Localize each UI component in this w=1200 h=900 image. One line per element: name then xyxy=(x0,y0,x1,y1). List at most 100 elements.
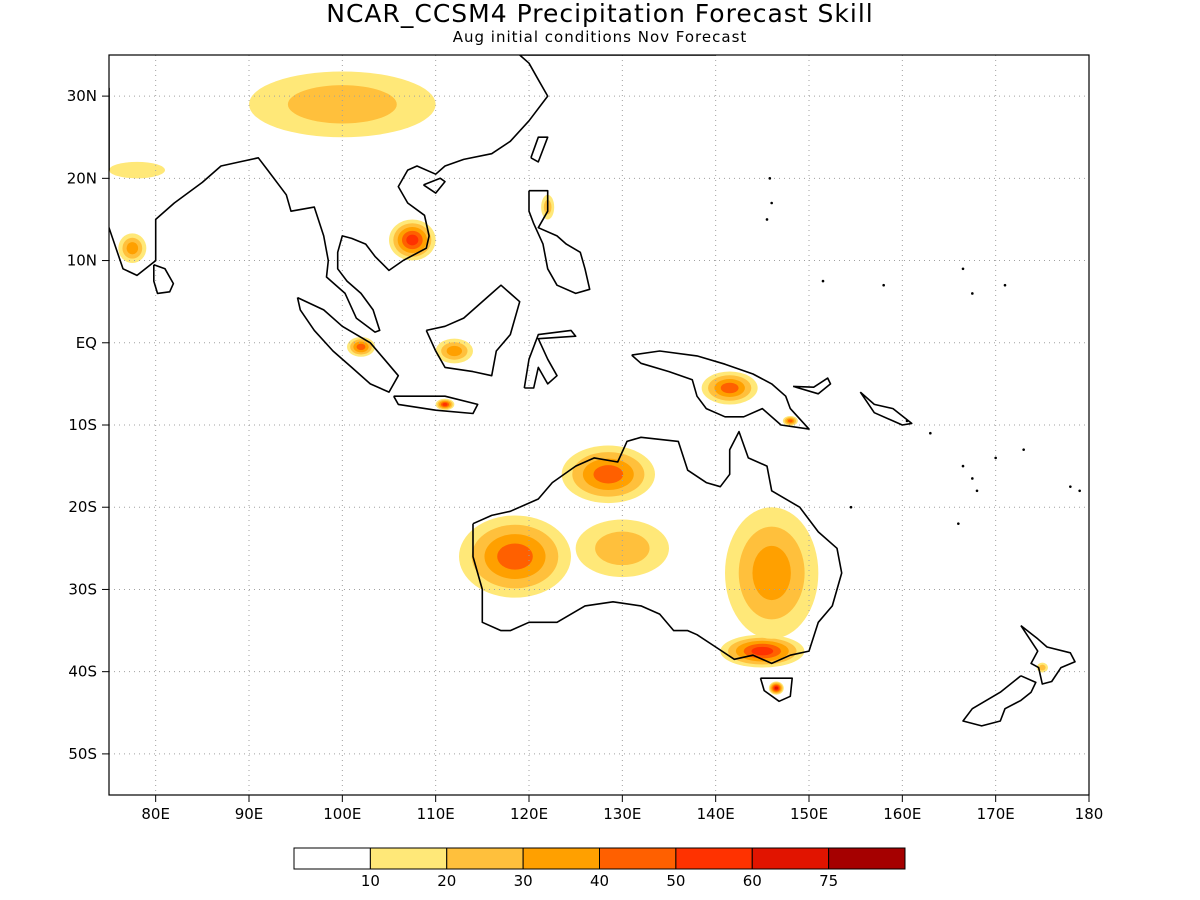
colorbar-swatch xyxy=(599,847,677,870)
skill-region xyxy=(561,445,655,504)
colorbar-label: 60 xyxy=(743,872,762,890)
skill-contour xyxy=(787,419,793,423)
new-guinea-coast xyxy=(631,350,810,430)
lat-tick-label: EQ xyxy=(76,334,97,352)
borneo-coast xyxy=(425,284,521,377)
asia-coast xyxy=(109,55,716,333)
sulawesi-coast xyxy=(523,329,577,389)
colorbar-swatch xyxy=(293,847,371,870)
island-marker xyxy=(929,431,932,435)
skill-contour xyxy=(442,402,448,406)
skill-fill-layer xyxy=(109,71,1048,695)
colorbar-label: 10 xyxy=(361,872,380,890)
island-marker xyxy=(971,292,974,295)
lon-tick-label: 90E xyxy=(235,805,264,823)
lat-tick-label: 30S xyxy=(68,580,97,598)
sumatra-coast xyxy=(296,296,400,393)
island-marker xyxy=(1069,485,1072,488)
skill-region xyxy=(768,681,784,695)
gridlines xyxy=(109,55,1089,795)
skill-region xyxy=(249,71,436,138)
island-marker xyxy=(765,218,769,221)
island-marker xyxy=(1022,448,1025,451)
lon-tick-label: 110E xyxy=(417,805,455,823)
island-marker xyxy=(768,177,772,180)
lon-tick-label: 100E xyxy=(323,805,361,823)
colorbar-swatch xyxy=(522,847,600,870)
island-marker xyxy=(882,283,885,287)
skill-region xyxy=(575,519,669,578)
skill-contour xyxy=(287,85,397,124)
colorbar-label: 75 xyxy=(819,872,838,890)
skill-region xyxy=(720,634,805,668)
skill-contour xyxy=(752,545,791,601)
lat-tick-label: 20S xyxy=(68,498,97,516)
colorbar: 10 20 30 40 50 60 75 xyxy=(293,847,906,890)
nz-north-coast xyxy=(1020,624,1076,685)
skill-contour xyxy=(446,345,463,357)
java-coast xyxy=(393,395,479,415)
lat-tick-label: 30N xyxy=(67,87,97,105)
skill-region xyxy=(435,338,474,364)
skill-contour xyxy=(356,343,366,351)
philippines-coast xyxy=(528,189,591,295)
island-marker xyxy=(905,419,909,423)
island-marker xyxy=(994,456,997,460)
australia-coast xyxy=(472,430,843,665)
axis-ticks: 80E 90E 100E 110E 120E 130E 140E 150E 160E 170E 18… xyxy=(67,87,1104,823)
solomon-coast xyxy=(859,391,913,426)
skill-contour xyxy=(1039,664,1046,671)
skill-region xyxy=(459,515,571,598)
colorbar-swatch xyxy=(675,847,753,870)
skill-contour xyxy=(593,465,624,484)
coastlines xyxy=(109,55,1081,727)
lon-tick-label: 120E xyxy=(510,805,548,823)
island-marker xyxy=(821,279,825,283)
lon-tick-label: 170E xyxy=(977,805,1015,823)
lat-tick-label: 10N xyxy=(67,252,97,270)
lon-tick-label: 140E xyxy=(697,805,735,823)
island-marker xyxy=(971,477,974,480)
skill-contour xyxy=(595,531,650,566)
lon-tick-label: 130E xyxy=(603,805,641,823)
sri-lanka-coast xyxy=(153,263,175,295)
tasmania-coast xyxy=(759,677,793,703)
island-marker xyxy=(770,201,773,205)
skill-region xyxy=(725,507,819,639)
skill-region xyxy=(701,371,758,405)
hainan-coast xyxy=(423,177,446,194)
skill-contour xyxy=(406,234,419,246)
colorbar-label: 30 xyxy=(514,872,533,890)
chart-subtitle: Aug initial conditions Nov Forecast xyxy=(452,28,748,46)
skill-region xyxy=(782,415,798,426)
island-marker xyxy=(1078,489,1081,493)
skill-region xyxy=(435,398,455,411)
island-marker xyxy=(961,464,965,468)
island-marker xyxy=(849,505,853,509)
new-britain-coast xyxy=(792,377,832,395)
skill-contour xyxy=(720,382,739,394)
skill-region xyxy=(347,337,375,357)
skill-contour xyxy=(774,686,778,690)
lat-tick-label: 40S xyxy=(68,663,97,681)
colorbar-label: 40 xyxy=(590,872,609,890)
lon-tick-label: 150E xyxy=(790,805,828,823)
skill-contour xyxy=(751,646,774,656)
skill-contour xyxy=(497,543,533,570)
lat-tick-label: 10S xyxy=(68,416,97,434)
lat-tick-label: 50S xyxy=(68,745,97,763)
island-marker xyxy=(975,489,979,493)
lon-tick-label: 80E xyxy=(141,805,170,823)
colorbar-swatch xyxy=(751,847,830,870)
nz-south-coast xyxy=(962,675,1037,727)
chart-title: NCAR_CCSM4 Precipitation Forecast Skill xyxy=(326,0,874,28)
skill-region xyxy=(118,233,147,264)
lon-tick-label: 160E xyxy=(883,805,921,823)
lat-tick-label: 20N xyxy=(67,169,97,187)
colorbar-swatch xyxy=(446,847,524,870)
island-marker xyxy=(961,267,965,271)
colorbar-label: 20 xyxy=(437,872,456,890)
colorbar-label: 50 xyxy=(666,872,685,890)
skill-contour xyxy=(109,161,165,179)
taiwan-coast xyxy=(530,136,549,163)
